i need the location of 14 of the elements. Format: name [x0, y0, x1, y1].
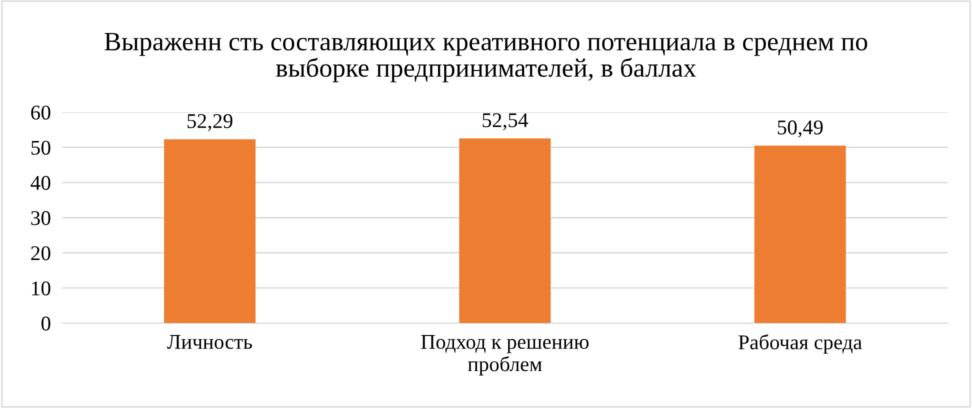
- x-tick-label: Рабочая среда: [738, 334, 862, 354]
- chart-title: Выраженн сть составляющих креативного потенциала в среднем по выборке предпринимателей, в баллах: [104, 32, 868, 82]
- data-label: 52,29: [188, 114, 232, 132]
- x-tick-label: Личность: [167, 335, 252, 349]
- y-tick-label: 10: [32, 281, 50, 296]
- y-tick-label: 60: [31, 106, 50, 120]
- data-label: 50,49: [778, 120, 823, 138]
- y-tick-label: 40: [30, 176, 50, 190]
- y-tick-label: 50: [31, 140, 50, 155]
- y-tick-label: 30: [31, 211, 50, 226]
- x-tick-label: Подход к решению проблем: [421, 335, 589, 376]
- y-tick-label: 0: [41, 316, 50, 331]
- data-label: 52,54: [482, 113, 528, 130]
- y-tick-label: 20: [31, 246, 50, 260]
